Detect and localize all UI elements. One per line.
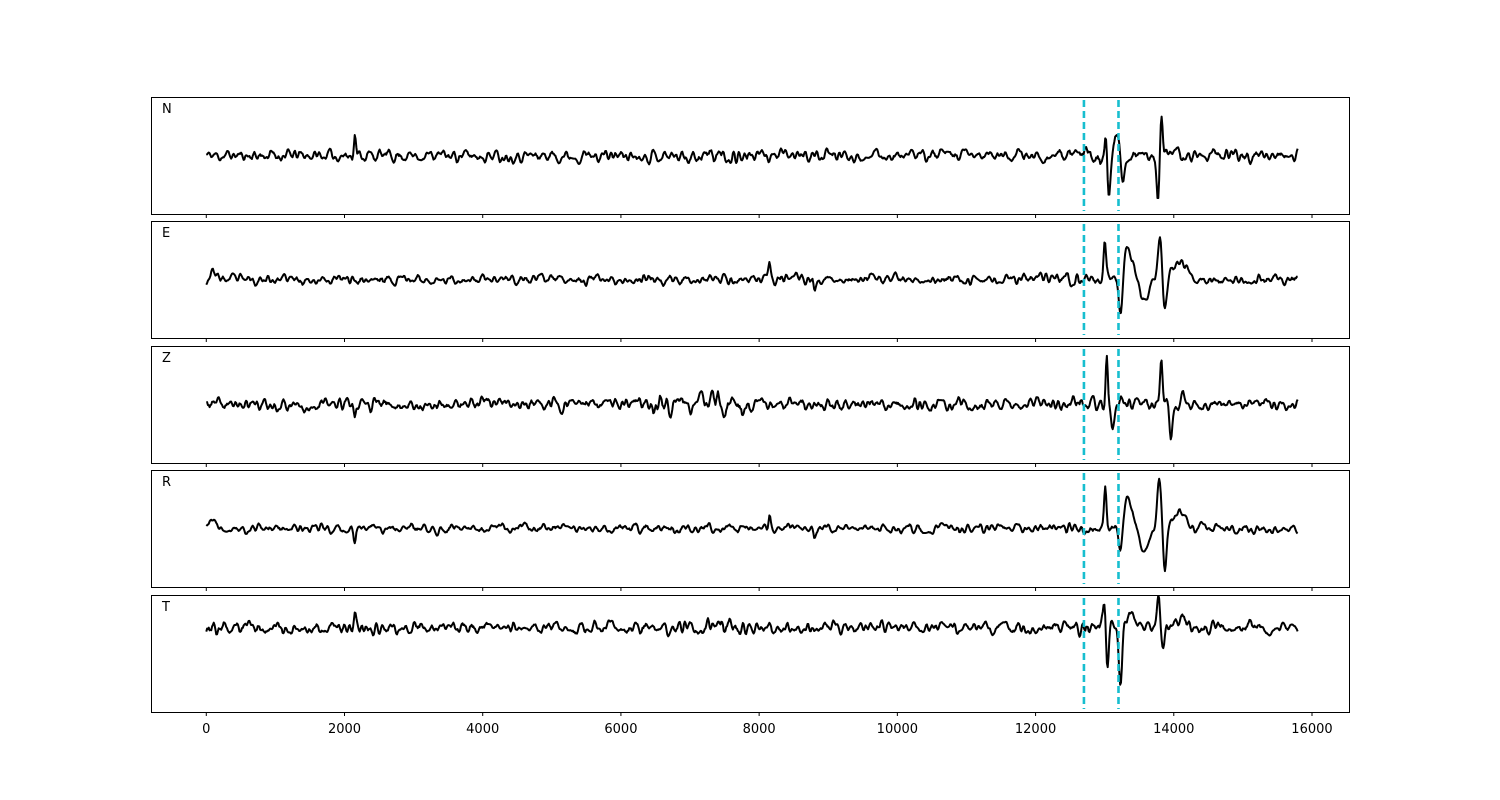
panel-frame [151,346,1350,464]
trace-z [206,354,1299,441]
x-tick-label: 12000 [1015,722,1056,737]
x-tick-label: 16000 [1291,722,1332,737]
panel-frame [151,221,1350,339]
x-tick-label: 2000 [328,722,361,737]
x-tick-label: 14000 [1153,722,1194,737]
panel-n: N [151,97,1350,218]
x-tick-label: 4000 [466,722,499,737]
panel-r: R [151,470,1350,591]
x-tick-label: 10000 [877,722,918,737]
x-tick-label: 6000 [604,722,637,737]
channel-label: R [162,475,171,490]
channel-label: Z [162,351,171,366]
trace-e [205,236,1298,315]
trace-t [205,595,1299,686]
trace-r [205,477,1299,573]
x-tick-label: 8000 [743,722,776,737]
channel-label: E [162,226,170,241]
panels: N E Z R T [151,97,1350,716]
panel-z: Z [151,346,1350,467]
channel-label: T [161,600,170,615]
panel-frame [151,595,1350,713]
trace-n [205,115,1299,200]
x-axis: 0 2000 4000 6000 8000 10000 12000 14000 16000 [202,722,1333,737]
panel-frame [151,470,1350,588]
panel-frame [151,97,1350,215]
panel-t: T [151,595,1350,716]
channel-label: N [162,102,172,117]
panel-e: E [151,221,1350,342]
x-tick-label: 0 [202,722,210,737]
